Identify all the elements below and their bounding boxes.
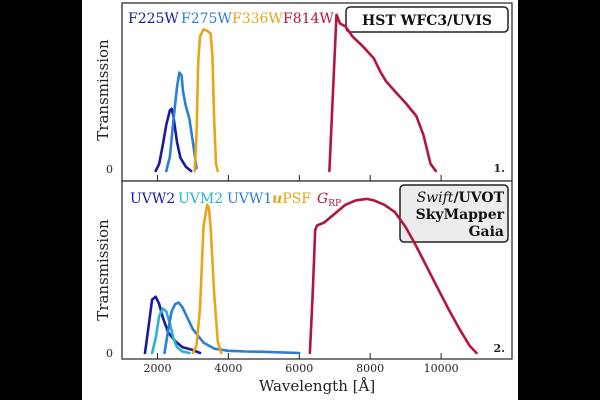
- panel-2-tag: 2.: [494, 342, 505, 355]
- panel-2-series-uvw2: [143, 295, 202, 355]
- panel-1-tag: 1.: [494, 162, 505, 175]
- panel-2-xlabel: Wavelength [Å]: [259, 377, 375, 395]
- panel-2-ytick-0: 0: [106, 347, 113, 360]
- panel-2-series-uvw1: [163, 301, 301, 355]
- panel-1-ylabel: Transmission: [94, 39, 112, 141]
- panel-2-ylabel: Transmission: [94, 219, 112, 321]
- legend-upsf-rest: PSF: [282, 191, 311, 207]
- legend-uvm2: UVM2: [178, 191, 223, 207]
- panel-2-xtick-label-2000: 2000: [143, 362, 171, 375]
- legend-uvw2: UVW2: [130, 191, 175, 207]
- legend-f275w: F275W: [181, 11, 232, 27]
- legend-grp: GRP: [317, 191, 341, 209]
- panel-2-uvot-label: /UVOT: [453, 190, 504, 206]
- panel-2-curves: [143, 197, 478, 355]
- panel-2-xtick-label-10000: 10000: [424, 362, 459, 375]
- panel-2-series-upsf: [191, 203, 223, 355]
- panel-1-instrument-label: HST WFC3/UVIS: [362, 13, 492, 29]
- panel-2-instrument-box: [399, 184, 509, 243]
- panel-2-gaia-label: Gaia: [469, 224, 504, 240]
- panel-1-instrument-box: [345, 6, 509, 33]
- legend-upsf-u: u: [272, 191, 282, 207]
- legend-grp-g: G: [317, 191, 328, 207]
- panel-1-curves: [154, 13, 438, 173]
- panel-2-series-g-rp: [308, 197, 478, 355]
- panel-swift: Transmission 0 2. UVW2 UVM2 UVW1 uPSF GR…: [94, 175, 513, 395]
- legend-uvw1: UVW1: [227, 191, 272, 207]
- legend-grp-sub: RP: [328, 199, 341, 209]
- legend-f336w: F336W: [232, 11, 283, 27]
- panel-1-series-f336w: [193, 28, 219, 173]
- panel-1-series-f225w: [154, 107, 193, 173]
- panel-hst: Transmission 0 1. F225W F275W F336W F814…: [94, 2, 513, 182]
- panel-2-instrument-line1: Swift/UVOT: [417, 190, 505, 206]
- panel-2-xticks: 2000 4000 6000 8000 10000: [143, 175, 459, 375]
- panel-2-series-uvm2: [150, 307, 191, 355]
- legend-f814w: F814W: [283, 11, 334, 27]
- legend-f225w: F225W: [128, 11, 179, 27]
- panel-2-xtick-label-8000: 8000: [356, 362, 384, 375]
- panel-1-ytick-0: 0: [106, 163, 113, 176]
- panel-2-skymapper-label: SkyMapper: [416, 207, 505, 223]
- panel-1-series-f275w: [165, 71, 198, 173]
- legend-upsf: uPSF: [272, 191, 311, 207]
- panel-2-xtick-label-6000: 6000: [285, 362, 313, 375]
- panel-1-series-f814w: [328, 13, 438, 173]
- panel-2-swift-label: Swift: [417, 190, 454, 206]
- panel-2-xtick-label-4000: 4000: [214, 362, 242, 375]
